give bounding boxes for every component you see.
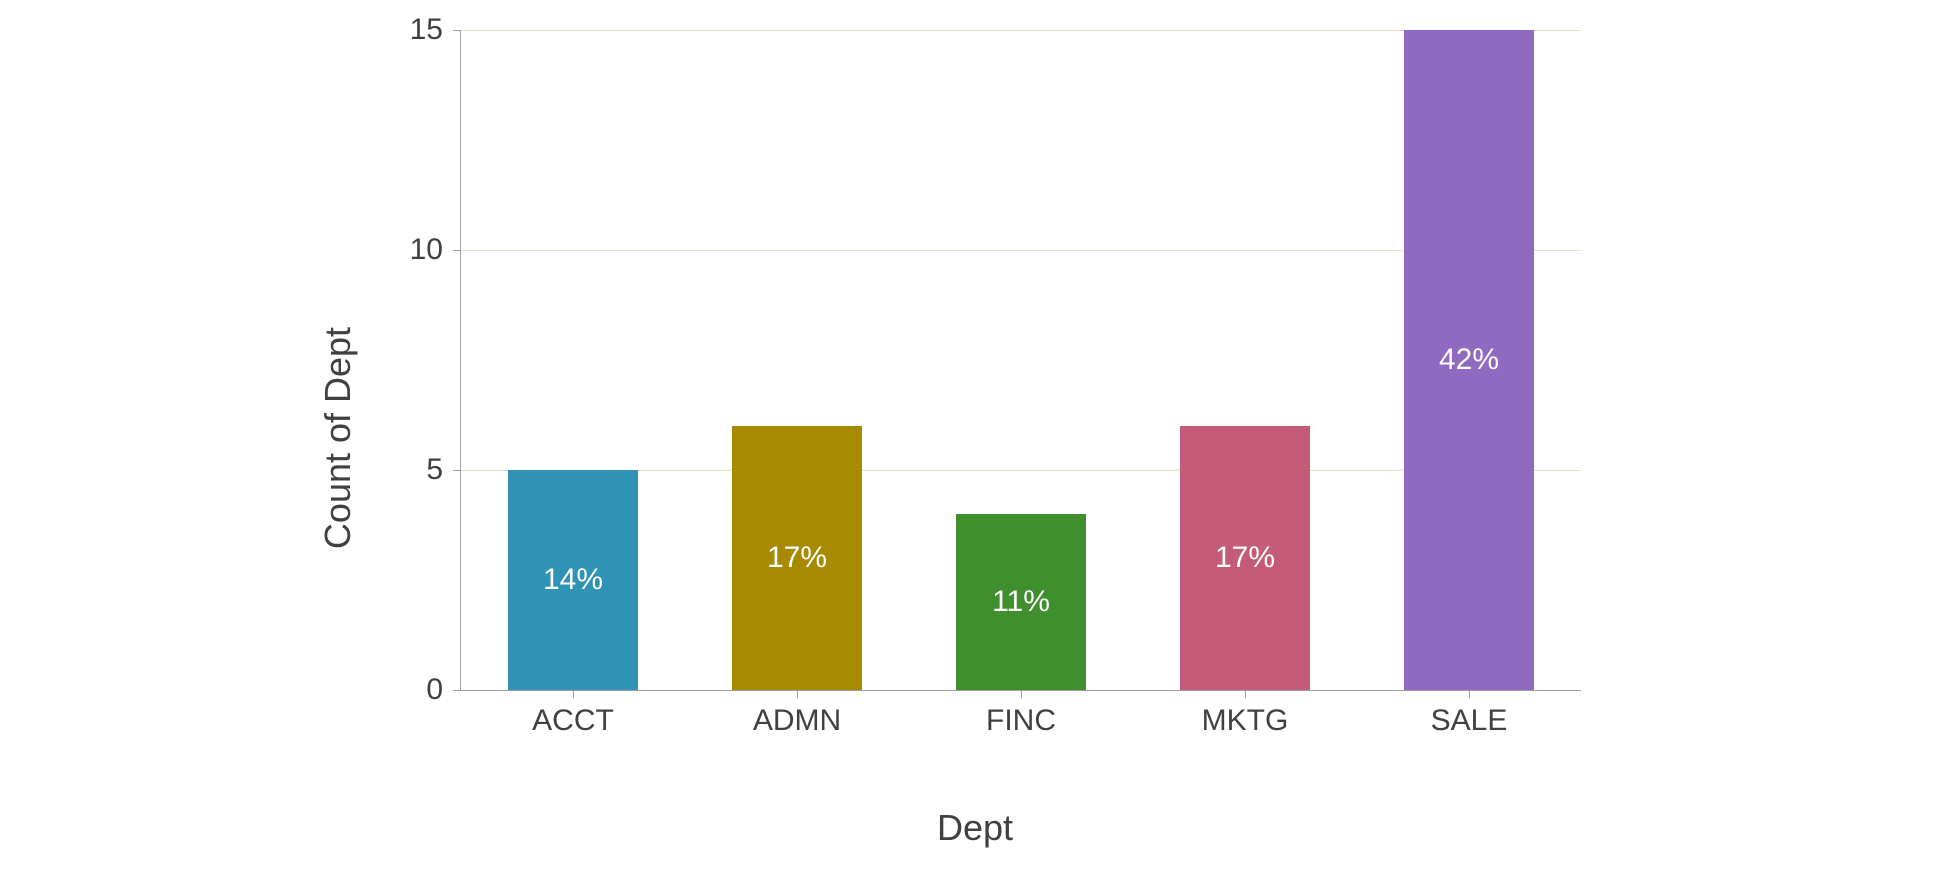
bar-percent-label: 42% [1439,343,1499,377]
bar: 14% [508,470,638,690]
bar-percent-label: 17% [1215,541,1275,575]
dept-bar-chart: Count of Dept 05101514%ACCT17%ADMN11%FIN… [320,20,1630,855]
y-tick-label: 10 [410,233,461,267]
plot-area: 05101514%ACCT17%ADMN11%FINC17%MKTG42%SAL… [460,30,1581,691]
x-tick-label: SALE [1431,690,1508,738]
y-axis-label: Count of Dept [317,326,359,548]
bar-percent-label: 11% [992,585,1050,619]
y-tick-label: 0 [426,673,461,707]
x-tick-label: ADMN [753,690,841,738]
x-tick-label: FINC [986,690,1056,738]
x-tick-label: ACCT [532,690,614,738]
bar: 17% [732,426,862,690]
x-axis-label: Dept [937,807,1013,849]
bar: 17% [1180,426,1310,690]
bar: 11% [956,514,1086,690]
y-tick-label: 15 [410,13,461,47]
bar: 42% [1404,30,1534,690]
y-tick-label: 5 [426,453,461,487]
bar-percent-label: 14% [543,563,603,597]
x-tick-label: MKTG [1202,690,1289,738]
bar-percent-label: 17% [767,541,827,575]
